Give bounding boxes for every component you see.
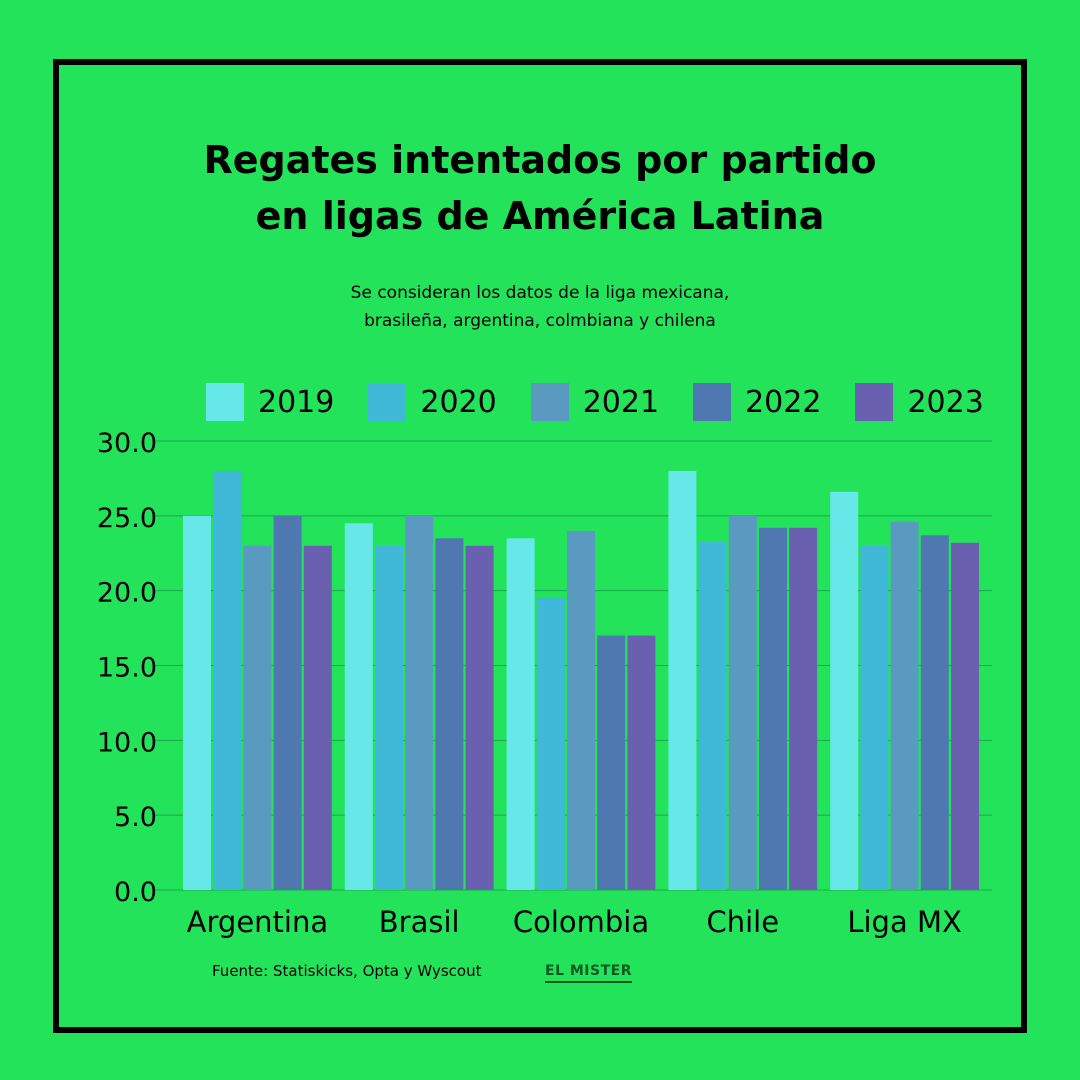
legend-label-2021: 2021 [582, 384, 660, 420]
legend-swatch-2021 [530, 383, 569, 421]
chart-title: Regates intentados por partido en ligas … [0, 132, 1080, 244]
legend-label-2022: 2022 [745, 384, 822, 420]
x-tick-label-argentina: Argentina [187, 905, 328, 939]
bar-colombia-2019 [506, 538, 535, 890]
x-tick-label-colombia: Colombia [513, 905, 649, 939]
bar-brasil-2023 [465, 545, 494, 890]
bar-brasil-2019 [344, 523, 373, 890]
bar-argentina-2022 [273, 515, 302, 890]
y-tick-label-2: 10.0 [97, 727, 157, 758]
legend-item-2020: 2020 [368, 383, 497, 421]
bar-argentina-2023 [303, 545, 332, 890]
x-tick-label-brasil: Brasil [379, 905, 460, 939]
bar-liga-mx-2020 [860, 545, 889, 890]
legend-item-2022: 2022 [693, 383, 821, 421]
y-tick-label-6: 30.0 [97, 428, 157, 459]
bar-chile-2023 [789, 527, 818, 890]
chart-subtitle: Se consideran los datos de la liga mexic… [0, 279, 1080, 335]
bar-chile-2022 [759, 527, 787, 890]
legend-swatch-2022 [693, 383, 732, 421]
y-tick-label-3: 15.0 [97, 653, 157, 684]
bar-liga-mx-2023 [951, 542, 979, 890]
x-tick-label-chile: Chile [707, 905, 780, 939]
bar-argentina-2020 [213, 470, 242, 890]
y-tick-label-5: 25.0 [97, 503, 157, 534]
legend-label-2023: 2023 [907, 384, 984, 420]
bar-argentina-2021 [243, 545, 272, 890]
legend-swatch-2019 [206, 383, 244, 421]
el-mister-logo: EL MISTER [545, 963, 632, 983]
bar-chile-2021 [728, 515, 757, 890]
bar-liga-mx-2019 [830, 491, 859, 890]
legend-item-2023: 2023 [855, 383, 984, 421]
chart-frame [53, 59, 1027, 1033]
legend-swatch-2020 [368, 383, 407, 421]
bar-liga-mx-2021 [890, 521, 919, 890]
chart-title-line-1: Regates intentados por partido [203, 138, 877, 182]
source-note: Fuente: Statiskicks, Opta y Wyscout [212, 962, 482, 980]
bar-colombia-2022 [597, 635, 626, 890]
y-tick-label-4: 20.0 [97, 578, 157, 609]
bar-colombia-2021 [567, 530, 595, 890]
chart-subtitle-line-2: brasileña, argentina, colmbiana y chilen… [364, 311, 716, 331]
y-tick-label-1: 5.0 [114, 802, 157, 833]
x-tick-label-liga-mx: Liga MX [847, 905, 962, 939]
legend-item-2019: 2019 [206, 383, 334, 421]
bar-brasil-2022 [435, 538, 464, 890]
legend-swatch-2023 [855, 383, 894, 421]
bar-chile-2019 [668, 470, 697, 890]
bar-liga-mx-2022 [920, 535, 949, 890]
legend-label-2019: 2019 [258, 384, 335, 420]
legend-label-2020: 2020 [420, 384, 497, 420]
chart-subtitle-line-1: Se consideran los datos de la liga mexic… [350, 283, 730, 303]
y-tick-label-0: 0.0 [114, 877, 157, 908]
bar-brasil-2020 [375, 545, 403, 890]
chart-title-line-2: en ligas de América Latina [255, 194, 825, 238]
bar-chile-2020 [698, 541, 727, 890]
legend-item-2021: 2021 [530, 383, 660, 421]
chart-legend: 2019 2020 2021 2022 2023 [206, 380, 1018, 424]
bar-colombia-2023 [627, 635, 656, 890]
bar-colombia-2020 [536, 598, 565, 890]
bar-argentina-2019 [183, 515, 211, 890]
bar-brasil-2021 [405, 515, 434, 890]
